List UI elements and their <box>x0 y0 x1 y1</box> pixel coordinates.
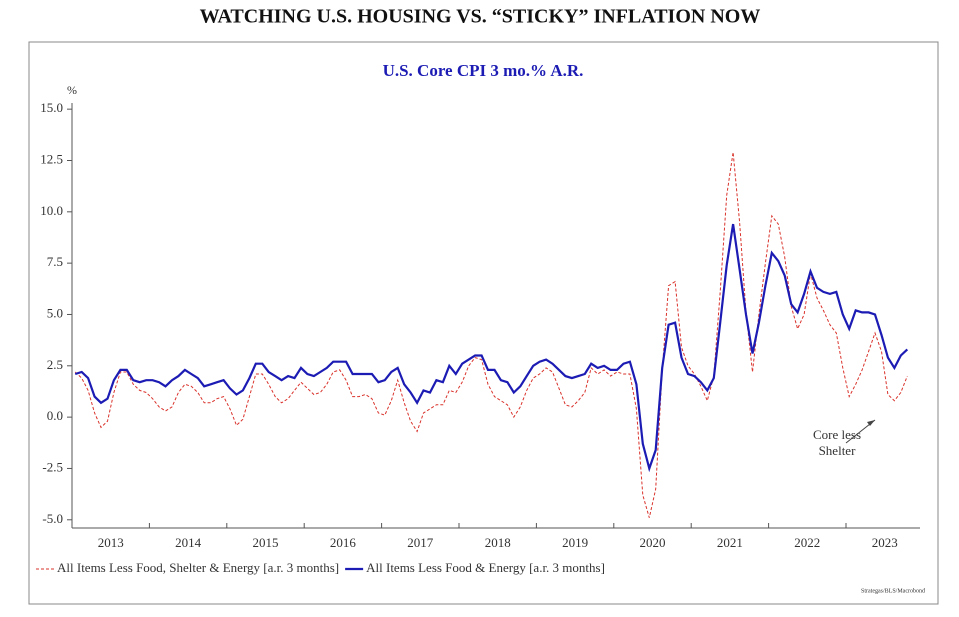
page-title: WATCHING U.S. HOUSING VS. “STICKY” INFLA… <box>200 6 761 28</box>
source: Strategas/BLS/Macrobond <box>861 588 925 594</box>
x-tick-label: 2022 <box>794 535 820 550</box>
series-line <box>74 152 908 518</box>
chart-title: U.S. Core CPI 3 mo.% A.R. <box>383 61 584 80</box>
y-tick-label: -5.0 <box>42 511 63 526</box>
y-tick-label: 5.0 <box>47 305 63 320</box>
x-tick-label: 2023 <box>872 535 898 550</box>
y-tick-label: 7.5 <box>47 254 63 269</box>
frame <box>28 41 939 605</box>
y-tick-label: 15.0 <box>40 100 63 115</box>
x-tick-label: 2020 <box>640 535 666 550</box>
annotation: Core less <box>813 427 861 442</box>
x-tick-label: 2013 <box>98 535 124 550</box>
x-tick-label: 2014 <box>175 535 202 550</box>
y-tick-label: -2.5 <box>42 459 63 474</box>
y-label: % <box>67 83 77 97</box>
y-tick-label: 2.5 <box>47 357 63 372</box>
x-tick-label: 2019 <box>562 535 588 550</box>
y-tick-label: 10.0 <box>40 203 63 218</box>
legend-label: All Items Less Food, Shelter & Energy [a… <box>57 560 339 575</box>
y-tick-label: 12.5 <box>40 151 63 166</box>
series-line <box>74 223 909 473</box>
x-tick-label: 2016 <box>330 535 357 550</box>
x-tick-label: 2017 <box>407 535 434 550</box>
y-tick-label: 0.0 <box>47 408 63 423</box>
x-tick-label: 2018 <box>485 535 511 550</box>
x-tick-label: 2021 <box>717 535 743 550</box>
annotation: Shelter <box>819 443 856 458</box>
arrow-head <box>867 420 875 426</box>
legend-label: All Items Less Food & Energy [a.r. 3 mon… <box>366 560 605 575</box>
x-tick-label: 2015 <box>253 535 279 550</box>
